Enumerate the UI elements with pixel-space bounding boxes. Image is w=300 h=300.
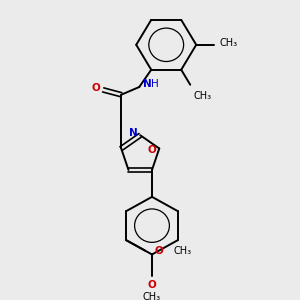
Text: O: O xyxy=(148,280,156,290)
Text: CH₃: CH₃ xyxy=(219,38,237,48)
Text: N: N xyxy=(143,79,152,89)
Text: O: O xyxy=(92,83,100,93)
Text: O: O xyxy=(148,146,157,155)
Text: O: O xyxy=(155,246,164,256)
Text: H: H xyxy=(151,79,159,89)
Text: CH₃: CH₃ xyxy=(173,246,191,256)
Text: CH₃: CH₃ xyxy=(143,292,161,300)
Text: CH₃: CH₃ xyxy=(193,92,211,101)
Text: N: N xyxy=(129,128,138,138)
